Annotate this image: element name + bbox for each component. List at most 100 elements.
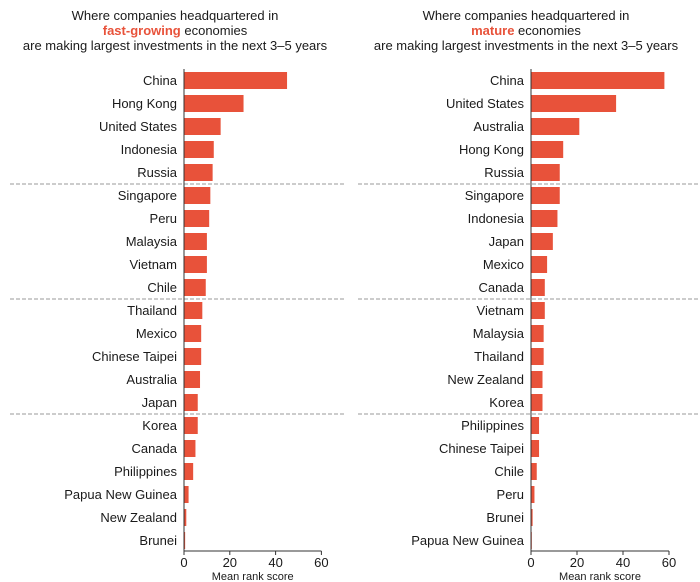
left-bar-japan	[184, 394, 198, 411]
left-bar-chile	[184, 279, 206, 296]
right-category-label: Indonesia	[468, 211, 525, 226]
right-x-tick-label: 40	[616, 555, 630, 570]
right-bar-vietnam	[531, 302, 545, 319]
right-category-label: Philippines	[461, 418, 524, 433]
left-bar-new-zealand	[184, 509, 187, 526]
left-category-label: Japan	[142, 395, 177, 410]
left-category-label: Chile	[147, 280, 177, 295]
left-category-label: Russia	[137, 165, 178, 180]
left-category-label: Indonesia	[121, 142, 178, 157]
right-bar-korea	[531, 394, 543, 411]
left-bar-china	[184, 72, 288, 89]
right-bar-peru	[531, 486, 535, 503]
right-category-label: New Zealand	[447, 372, 524, 387]
right-bar-united-states	[531, 95, 617, 112]
left-bar-papua-new-guinea	[184, 486, 189, 503]
right-bar-australia	[531, 118, 580, 135]
title-line-1: Where companies headquartered in	[422, 8, 630, 23]
left-bar-mexico	[184, 325, 202, 342]
left-bar-canada	[184, 440, 196, 457]
right-bar-chinese-taipei	[531, 440, 540, 457]
right-category-label: Thailand	[474, 349, 524, 364]
left-bar-malaysia	[184, 233, 207, 250]
right-category-label: Hong Kong	[459, 142, 524, 157]
left-category-label: Chinese Taipei	[92, 349, 177, 364]
right-bar-canada	[531, 279, 545, 296]
right-x-axis-title: Mean rank score	[559, 571, 641, 582]
chart-title-fast-growing: Where companies headquartered in fast-gr…	[5, 8, 345, 53]
title-line-3: are making largest investments in the ne…	[373, 38, 679, 53]
left-category-label: Peru	[150, 211, 177, 226]
left-bar-singapore	[184, 187, 211, 204]
left-category-label: China	[143, 73, 178, 88]
left-category-label: Canada	[131, 441, 177, 456]
left-x-tick-label: 20	[223, 555, 237, 570]
left-bar-peru	[184, 210, 210, 227]
right-bar-thailand	[531, 348, 544, 365]
left-bar-vietnam	[184, 256, 207, 273]
right-category-label: Vietnam	[477, 303, 524, 318]
right-bar-chile	[531, 463, 537, 480]
left-category-label: United States	[99, 119, 178, 134]
right-bar-brunei	[531, 509, 533, 526]
right-bar-china	[531, 72, 665, 89]
left-x-axis-title: Mean rank score	[212, 571, 294, 582]
left-category-label: Brunei	[139, 533, 177, 548]
right-category-label: Canada	[478, 280, 524, 295]
left-x-tick-label: 60	[314, 555, 328, 570]
left-category-label: Singapore	[118, 188, 177, 203]
right-bar-new-zealand	[531, 371, 543, 388]
right-category-label: Russia	[484, 165, 525, 180]
chart-title-mature: Where companies headquartered in mature …	[356, 8, 696, 53]
title-highlight: fast-growing	[102, 23, 181, 38]
right-bar-russia	[531, 164, 560, 181]
left-x-tick-label: 40	[268, 555, 282, 570]
right-category-label: China	[490, 73, 525, 88]
left-category-label: Australia	[126, 372, 177, 387]
right-bar-japan	[531, 233, 553, 250]
left-bar-russia	[184, 164, 213, 181]
right-category-label: Peru	[497, 487, 524, 502]
left-category-label: Vietnam	[130, 257, 177, 272]
left-bar-australia	[184, 371, 201, 388]
right-category-label: Chinese Taipei	[439, 441, 524, 456]
right-bar-mexico	[531, 256, 548, 273]
left-category-label: Thailand	[127, 303, 177, 318]
title-highlight: mature	[471, 23, 515, 38]
title-line-2: fast-growing economies	[5, 23, 345, 38]
right-x-tick-label: 0	[527, 555, 534, 570]
left-bar-korea	[184, 417, 198, 434]
left-bar-chinese-taipei	[184, 348, 202, 365]
right-bar-hong-kong	[531, 141, 564, 158]
left-bar-thailand	[184, 302, 203, 319]
right-category-label: Chile	[494, 464, 524, 479]
right-x-tick-label: 20	[570, 555, 584, 570]
left-category-label: Mexico	[136, 326, 177, 341]
right-category-label: Brunei	[486, 510, 524, 525]
left-bar-philippines	[184, 463, 194, 480]
left-category-label: Hong Kong	[112, 96, 177, 111]
title-line-3: are making largest investments in the ne…	[22, 38, 328, 53]
left-x-tick-label: 0	[180, 555, 187, 570]
right-category-label: Malaysia	[473, 326, 525, 341]
left-category-label: Malaysia	[126, 234, 178, 249]
title-line-1: Where companies headquartered in	[71, 8, 279, 23]
right-category-label: United States	[446, 96, 525, 111]
right-bar-indonesia	[531, 210, 558, 227]
title-line-2-rest: economies	[514, 23, 581, 38]
left-bar-indonesia	[184, 141, 214, 158]
right-bar-malaysia	[531, 325, 544, 342]
title-line-2-rest: economies	[180, 23, 248, 38]
right-bar-philippines	[531, 417, 540, 434]
right-category-label: Australia	[473, 119, 524, 134]
left-bar-brunei	[184, 532, 186, 549]
left-bar-united-states	[184, 118, 221, 135]
left-bar-hong-kong	[184, 95, 244, 112]
right-category-label: Papua New Guinea	[411, 533, 525, 548]
left-category-label: Philippines	[114, 464, 177, 479]
right-category-label: Japan	[489, 234, 524, 249]
right-x-tick-label: 60	[662, 555, 676, 570]
right-category-label: Singapore	[465, 188, 524, 203]
